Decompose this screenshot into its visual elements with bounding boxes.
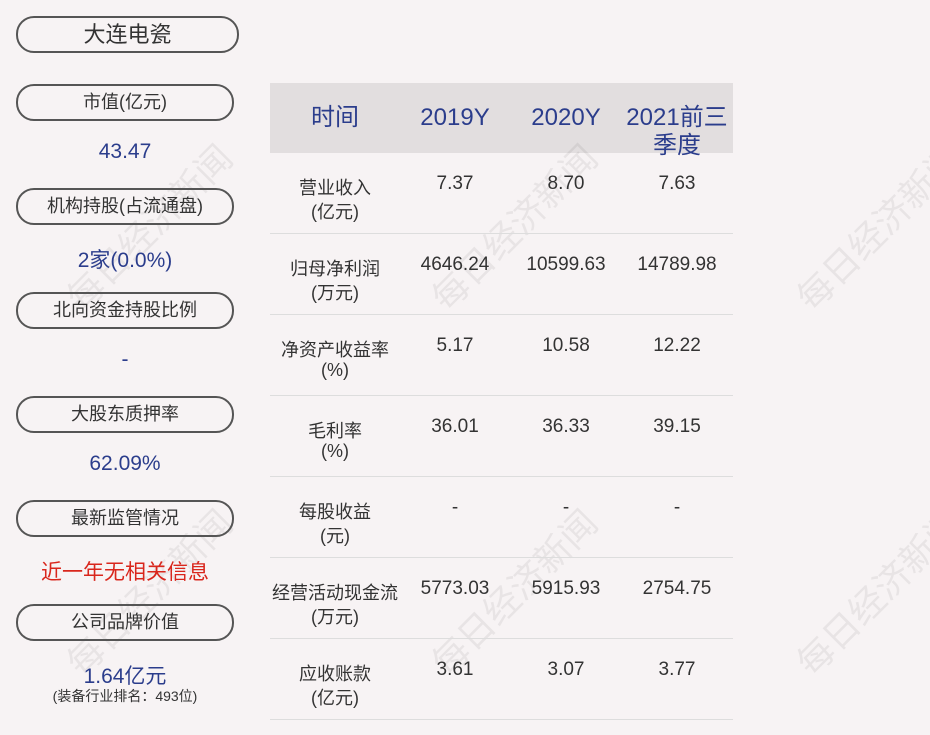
row-divider (270, 314, 733, 315)
table-value: - (451, 497, 459, 518)
metric-label: 最新监管情况 (16, 500, 234, 537)
row-divider (270, 557, 733, 558)
table-value: - (562, 497, 570, 518)
row-divider (270, 719, 733, 720)
table-value: 39.15 (653, 416, 701, 437)
row-label: 归母净利润 (290, 259, 380, 279)
metric-value: - (121, 348, 129, 371)
table-value: 3.61 (436, 659, 474, 680)
table-value: 5773.03 (420, 578, 490, 599)
table-value: 10.58 (542, 335, 590, 356)
metric-note: (装备行业排名：493位) (52, 688, 198, 704)
row-divider (270, 476, 733, 477)
table-value: 4646.24 (420, 254, 490, 275)
metric-value: 43.47 (98, 140, 152, 163)
table-value: 12.22 (653, 335, 701, 356)
row-label: 经营活动现金流 (272, 583, 398, 603)
row-divider (270, 638, 733, 639)
metric-label: 公司品牌价值 (16, 604, 234, 641)
metric-value: 62.09% (89, 452, 161, 475)
table-header: 2019Y (420, 104, 490, 131)
watermark: 每日经济新闻 (788, 501, 930, 684)
row-unit: (亿元) (311, 202, 359, 222)
row-unit: (%) (321, 360, 349, 380)
metric-label: 大股东质押率 (16, 396, 234, 433)
table-value: 10599.63 (526, 254, 606, 275)
table-header: 时间 (311, 104, 359, 131)
watermark: 每日经济新闻 (423, 136, 606, 319)
table-value: 5.17 (436, 335, 474, 356)
row-unit: (亿元) (311, 688, 359, 708)
metric-label: 市值(亿元) (16, 84, 234, 121)
table-header-bg (270, 83, 733, 153)
metric-value: 近一年无相关信息 (41, 561, 209, 584)
row-divider (270, 395, 733, 396)
table-value: 8.70 (547, 173, 585, 194)
table-value: 3.77 (658, 659, 696, 680)
metric-value: 1.64亿元 (83, 665, 167, 688)
table-value: 36.01 (431, 416, 479, 437)
table-value: 5915.93 (531, 578, 601, 599)
row-label: 毛利率 (308, 421, 362, 441)
table-value: 14789.98 (637, 254, 717, 275)
table-value: 36.33 (542, 416, 590, 437)
row-label: 每股收益 (299, 502, 371, 522)
row-label: 净资产收益率 (281, 340, 389, 360)
metric-value: 2家(0.0%) (77, 249, 173, 272)
row-label: 营业收入 (299, 178, 371, 198)
row-unit: (万元) (311, 607, 359, 627)
table-value: - (673, 497, 681, 518)
watermark: 每日经济新闻 (788, 136, 930, 319)
row-unit: (元) (320, 526, 350, 546)
metric-label: 机构持股(占流通盘) (16, 188, 234, 225)
row-label: 应收账款 (299, 664, 371, 684)
company-name: 大连电瓷 (16, 16, 239, 53)
row-unit: (万元) (311, 283, 359, 303)
metric-label: 北向资金持股比例 (16, 292, 234, 329)
table-value: 7.37 (436, 173, 474, 194)
table-value: 7.63 (658, 173, 696, 194)
table-header: 2021前三季度 (626, 104, 728, 159)
row-divider (270, 233, 733, 234)
table-value: 2754.75 (642, 578, 712, 599)
row-unit: (%) (321, 441, 349, 461)
table-value: 3.07 (547, 659, 585, 680)
table-header: 2020Y (531, 104, 601, 131)
